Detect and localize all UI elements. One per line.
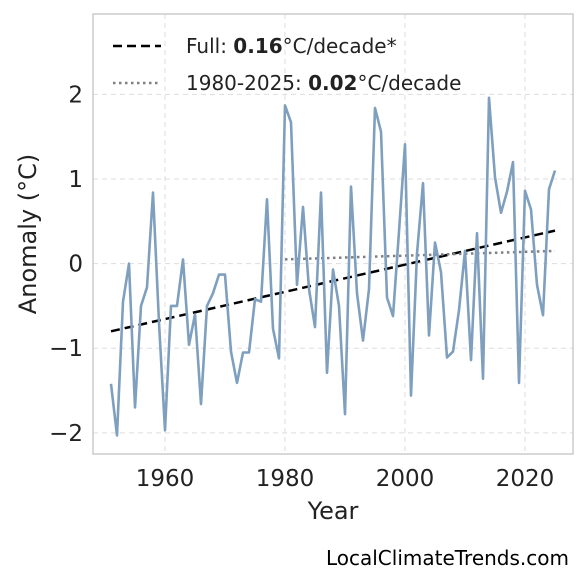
x-tick-label: 2000 — [376, 466, 435, 492]
data-series — [109, 96, 557, 437]
legend-entry: 1980-2025: 0.02°C/decade — [186, 71, 461, 95]
y-tick-label: 1 — [68, 167, 83, 193]
y-tick-label: −1 — [49, 336, 83, 362]
grid — [93, 14, 573, 454]
plot-frame — [92, 13, 574, 455]
legend-entry: Full: 0.16°C/decade* — [186, 34, 397, 58]
y-axis-label: Anomaly (°C) — [14, 154, 42, 314]
y-tick-label: −2 — [49, 421, 83, 447]
x-tick-label: 1960 — [136, 466, 195, 492]
anomaly-series-line — [109, 96, 557, 437]
y-tick-label: 2 — [68, 82, 83, 108]
y-tick-label: 0 — [68, 252, 83, 278]
x-tick-label: 2020 — [496, 466, 555, 492]
x-axis-label: Year — [307, 497, 359, 525]
y-tick-labels: −2 −1 0 1 2 — [49, 82, 83, 446]
plot-area — [93, 14, 573, 454]
legend: Full: 0.16°C/decade* 1980-2025: 0.02°C/de… — [113, 34, 461, 95]
x-tick-labels: 1960 1980 2000 2020 — [136, 466, 555, 492]
watermark: LocalClimateTrends.com — [325, 546, 569, 570]
x-tick-label: 1980 — [256, 466, 315, 492]
